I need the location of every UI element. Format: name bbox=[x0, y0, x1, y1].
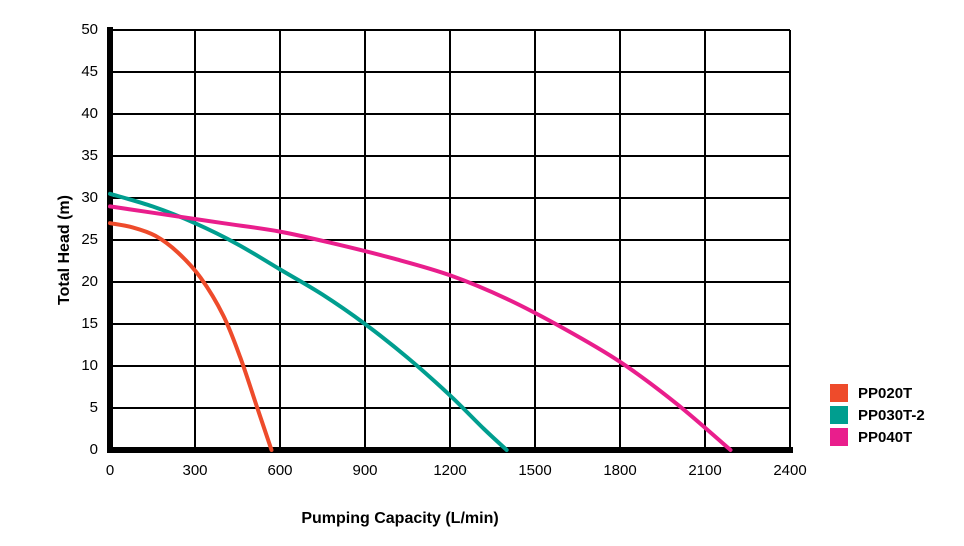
legend-item: PP040T bbox=[830, 428, 925, 446]
x-tick-label: 1200 bbox=[430, 462, 470, 479]
y-tick-label: 0 bbox=[90, 441, 98, 458]
x-tick-label: 1500 bbox=[515, 462, 555, 479]
y-tick-label: 5 bbox=[90, 399, 98, 416]
y-tick-label: 20 bbox=[81, 273, 98, 290]
y-axis-label: Total Head (m) bbox=[56, 195, 74, 305]
y-tick-label: 35 bbox=[81, 147, 98, 164]
x-tick-label: 300 bbox=[175, 462, 215, 479]
y-tick-label: 45 bbox=[81, 63, 98, 80]
chart-container: Total Head (m) Pumping Capacity (L/min) … bbox=[0, 0, 964, 546]
x-tick-label: 1800 bbox=[600, 462, 640, 479]
series-PP030T-2 bbox=[110, 194, 507, 450]
y-tick-label: 10 bbox=[81, 357, 98, 374]
y-tick-label: 50 bbox=[81, 21, 98, 38]
x-tick-label: 900 bbox=[345, 462, 385, 479]
legend-label: PP030T-2 bbox=[858, 407, 925, 424]
legend-swatch bbox=[830, 384, 848, 402]
x-tick-label: 2100 bbox=[685, 462, 725, 479]
y-tick-label: 15 bbox=[81, 315, 98, 332]
y-tick-label: 25 bbox=[81, 231, 98, 248]
series-PP040T bbox=[110, 206, 731, 450]
legend-swatch bbox=[830, 428, 848, 446]
x-tick-label: 2400 bbox=[770, 462, 810, 479]
series-PP020T bbox=[110, 223, 272, 450]
legend: PP020T PP030T-2 PP040T bbox=[830, 380, 925, 450]
y-tick-label: 40 bbox=[81, 105, 98, 122]
x-tick-label: 600 bbox=[260, 462, 300, 479]
pump-curve-plot bbox=[0, 0, 964, 546]
x-axis-label: Pumping Capacity (L/min) bbox=[0, 510, 800, 528]
legend-item: PP030T-2 bbox=[830, 406, 925, 424]
legend-swatch bbox=[830, 406, 848, 424]
y-tick-label: 30 bbox=[81, 189, 98, 206]
legend-label: PP020T bbox=[858, 385, 912, 402]
legend-item: PP020T bbox=[830, 384, 925, 402]
x-tick-label: 0 bbox=[90, 462, 130, 479]
legend-label: PP040T bbox=[858, 429, 912, 446]
